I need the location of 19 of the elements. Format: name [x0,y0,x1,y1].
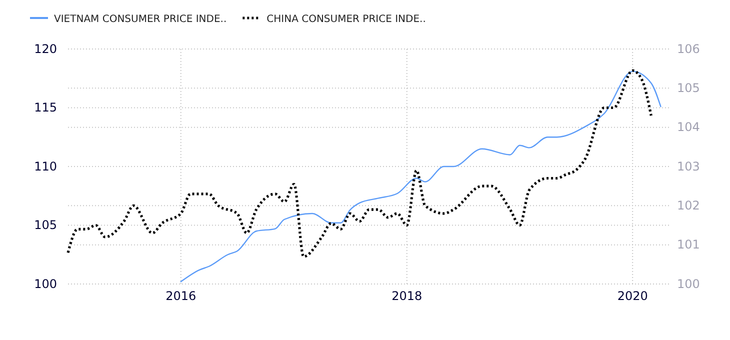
y2-tick-label: 102 [677,198,700,213]
y2-tick-label: 100 [677,276,700,291]
legend-label: VIETNAM CONSUMER PRICE INDE.. [54,14,227,25]
y-tick-label: 120 [34,42,57,56]
y-tick-label: 110 [34,159,57,174]
legend-label: CHINA CONSUMER PRICE INDE.. [266,14,426,25]
y2-tick-label: 105 [677,81,700,96]
x-tick-label: 2016 [166,289,196,304]
x-tick-label: 2020 [617,289,648,304]
y2-tick-label: 104 [677,120,700,134]
y-tick-label: 115 [34,100,57,115]
line-series [66,69,652,258]
y-tick-label: 100 [34,276,57,291]
line-series [180,70,662,282]
y-tick-label: 105 [34,218,57,232]
x-tick-label: 2018 [392,289,422,304]
y2-tick-label: 101 [677,238,700,252]
y2-tick-label: 103 [677,159,700,174]
y2-tick-label: 106 [677,42,700,56]
